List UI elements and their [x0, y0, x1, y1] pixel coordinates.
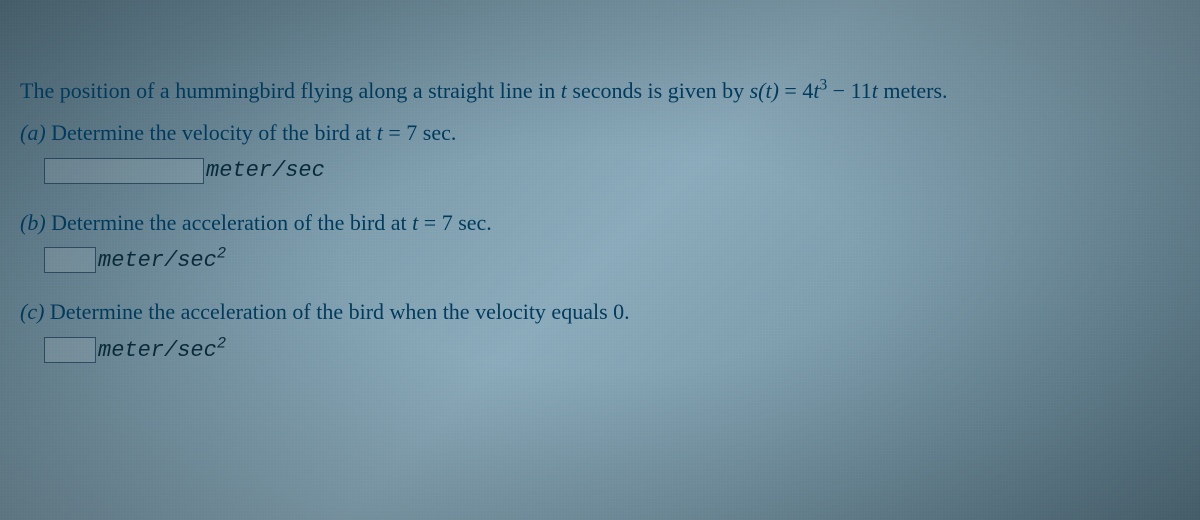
part-b-unit-exp: 2 — [217, 245, 226, 263]
problem-container: The position of a hummingbird flying alo… — [0, 0, 1200, 401]
part-c-unit: meter/sec2 — [98, 338, 226, 363]
part-c-unit-exp: 2 — [217, 334, 226, 352]
part-c-answer-row: meter/sec2 — [44, 337, 1180, 363]
part-a-unit: meter/sec — [206, 158, 325, 183]
part-c-label: (c) — [20, 299, 44, 324]
part-b-text-pre: Determine the acceleration of the bird a… — [46, 210, 413, 235]
intro-func: s(t) — [750, 78, 779, 103]
part-b-unit-base: meter/sec — [98, 248, 217, 273]
part-a-input[interactable] — [44, 158, 204, 184]
problem-intro: The position of a hummingbird flying alo… — [20, 70, 1180, 112]
part-a-label: (a) — [20, 120, 46, 145]
part-b-unit: meter/sec2 — [98, 248, 226, 273]
part-b-answer-row: meter/sec2 — [44, 247, 1180, 273]
part-a-answer-row: meter/sec — [44, 158, 1180, 184]
part-c-text: Determine the acceleration of the bird w… — [44, 299, 629, 324]
part-c-input[interactable] — [44, 337, 96, 363]
part-a-text-eq: = 7 sec. — [383, 120, 457, 145]
part-c-prompt: (c) Determine the acceleration of the bi… — [20, 291, 1180, 333]
part-b-text-eq: = 7 sec. — [418, 210, 492, 235]
part-a-prompt: (a) Determine the velocity of the bird a… — [20, 112, 1180, 154]
intro-minus: − 11 — [827, 78, 872, 103]
intro-tail: meters. — [878, 78, 948, 103]
part-c-unit-base: meter/sec — [98, 338, 217, 363]
part-b-input[interactable] — [44, 247, 96, 273]
part-b-prompt: (b) Determine the acceleration of the bi… — [20, 202, 1180, 244]
part-b-label: (b) — [20, 210, 46, 235]
intro-text-2: seconds is given by — [567, 78, 750, 103]
part-a-text-pre: Determine the velocity of the bird at — [46, 120, 377, 145]
intro-text-1: The position of a hummingbird flying alo… — [20, 78, 561, 103]
intro-eq: = 4 — [779, 78, 813, 103]
